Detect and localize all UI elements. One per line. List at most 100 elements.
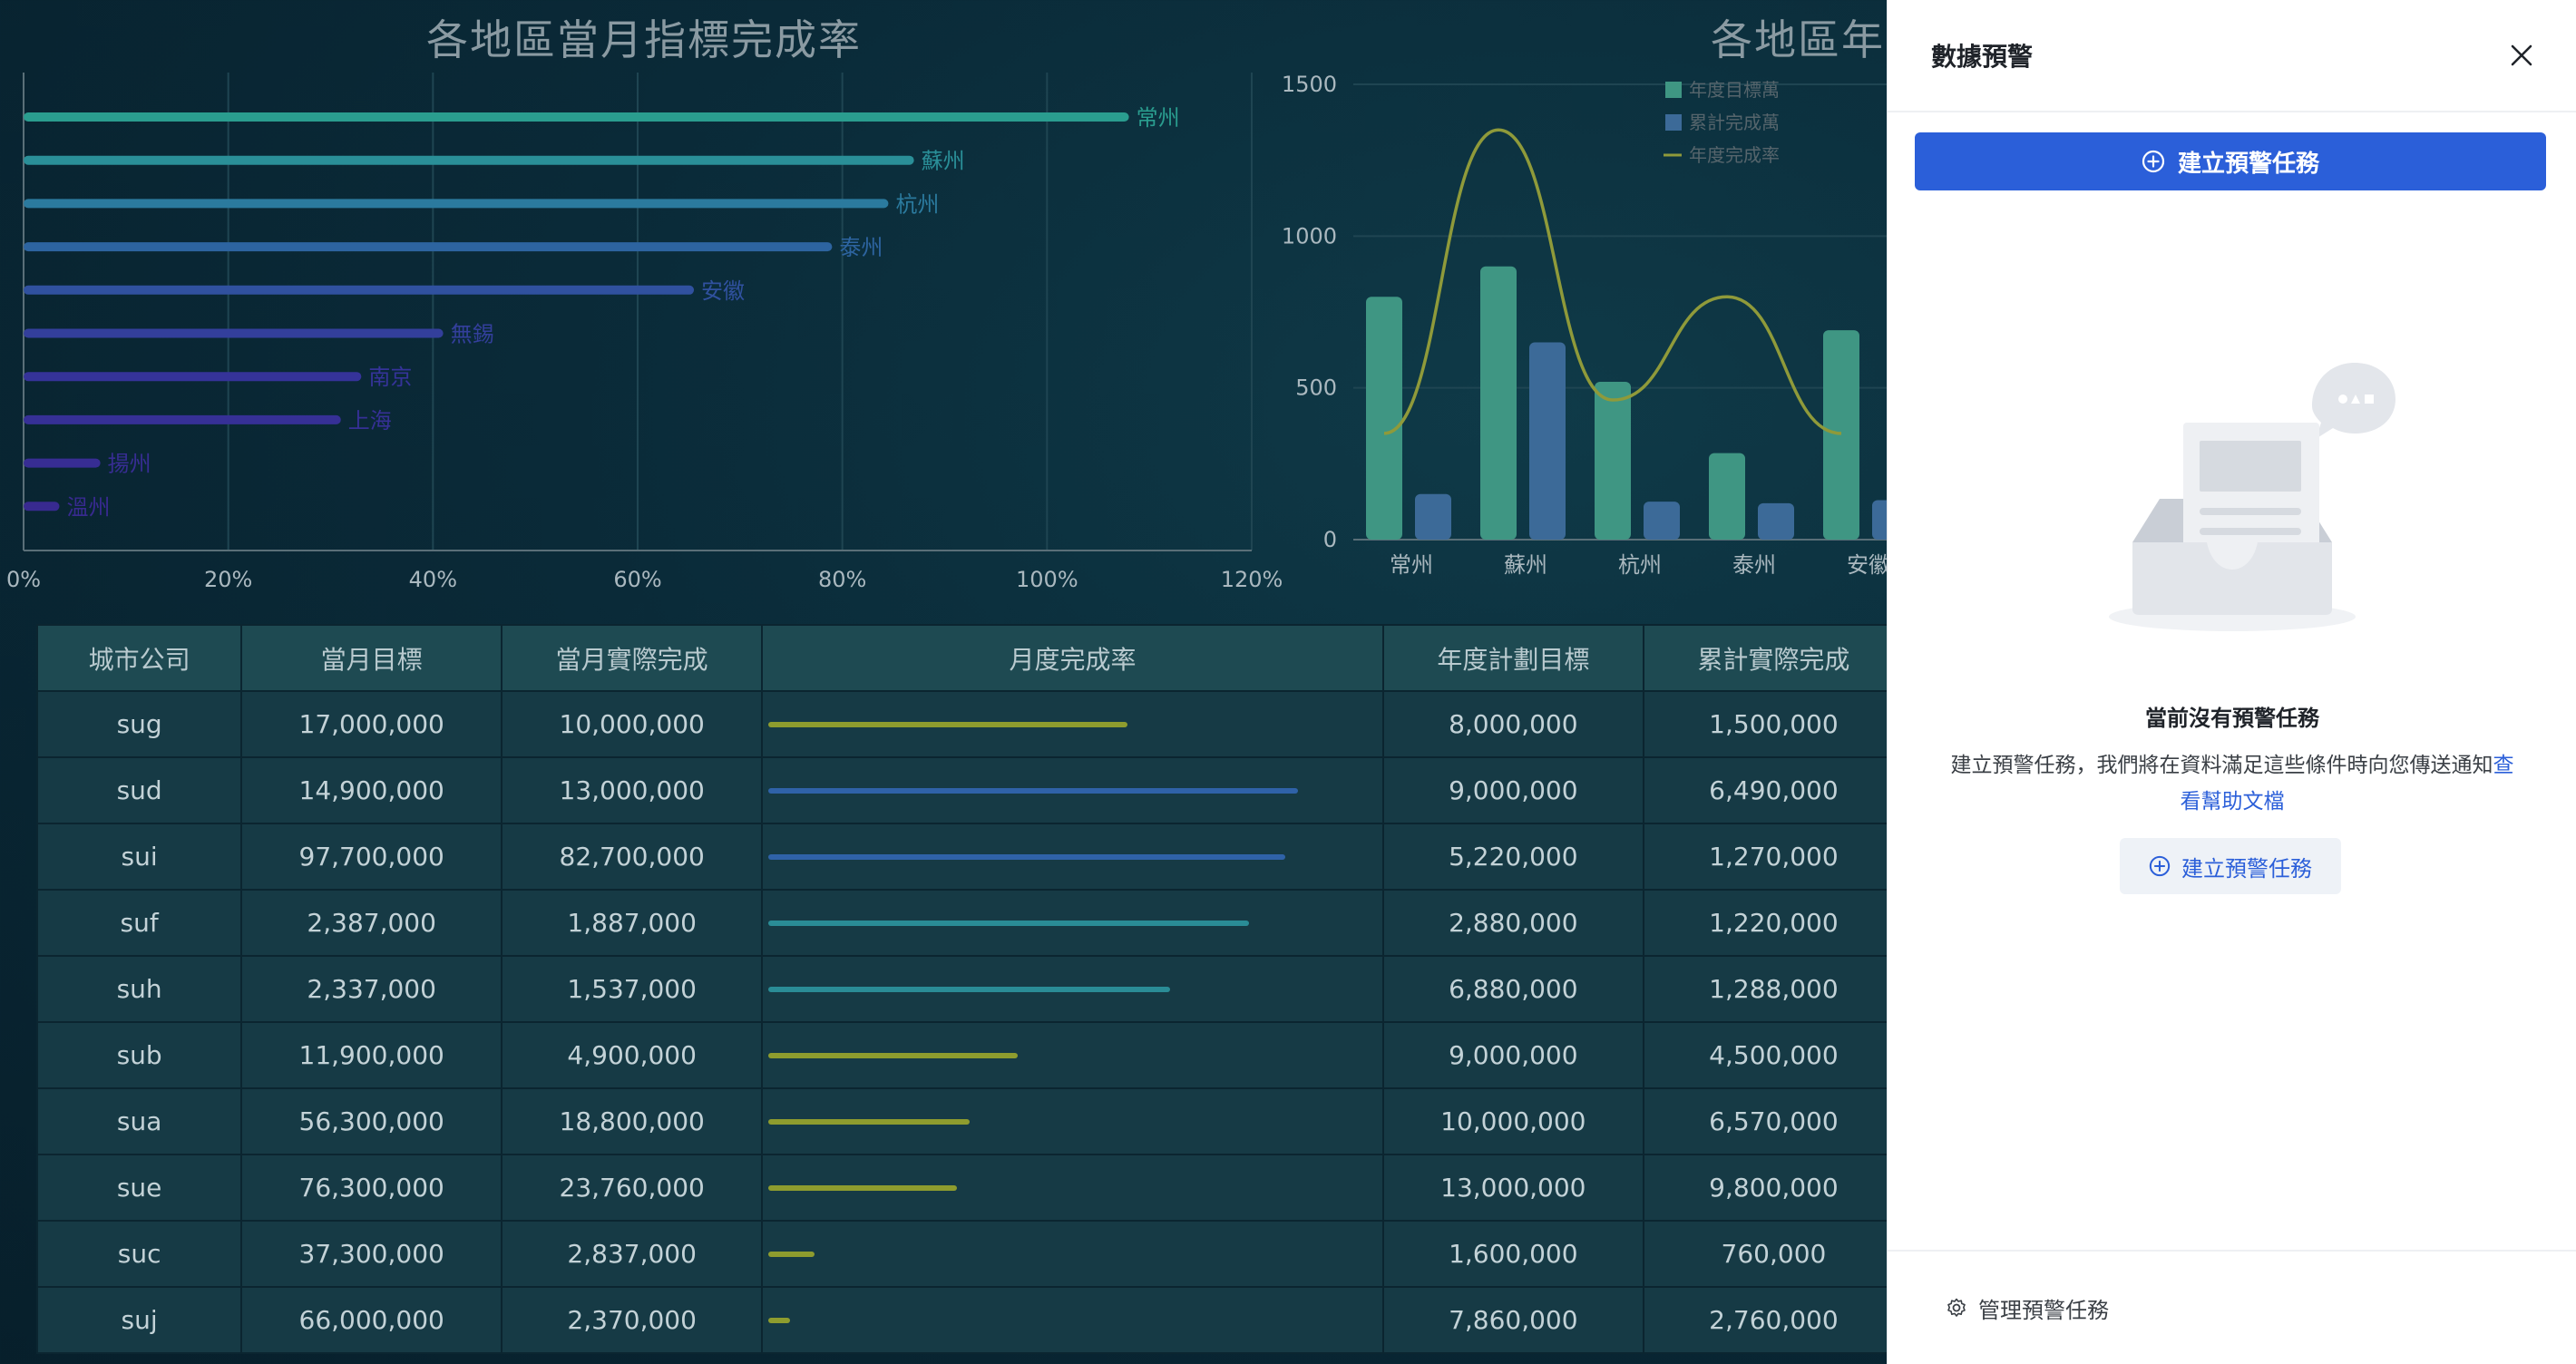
x-tick-label: 蘇州	[1504, 552, 1547, 578]
bar-年度目標萬-泰州	[1709, 453, 1745, 540]
cell-annual: 2,880,000	[1381, 889, 1644, 957]
cell-annual: 5,220,000	[1381, 823, 1644, 891]
close-button[interactable]	[2503, 37, 2540, 73]
cell-city: sue	[35, 1154, 243, 1222]
cell-actual: 1,887,000	[501, 889, 764, 957]
plus-circle-icon	[2149, 855, 2171, 877]
cell-target: 11,900,000	[240, 1021, 503, 1089]
column-header-city[interactable]: 城市公司	[35, 624, 243, 692]
cell-city: suj	[35, 1286, 243, 1354]
x-tick-label: 常州	[1390, 552, 1433, 578]
column-header-annual-target[interactable]: 年度計劃目標	[1381, 624, 1644, 692]
cell-actual: 10,000,000	[501, 690, 764, 758]
cell-city: sug	[35, 690, 243, 758]
cell-actual: 23,760,000	[501, 1154, 764, 1222]
x-tick-label: 20%	[204, 567, 252, 592]
cell-cumulative: 1,220,000	[1642, 889, 1887, 957]
completion-rate-chart-title: 各地區當月指標完成率	[426, 15, 862, 64]
bar-南京	[24, 372, 362, 382]
bar-累計完成萬-安徽	[1872, 500, 1887, 540]
x-tick-label: 0%	[6, 567, 41, 592]
cell-city: suc	[35, 1220, 243, 1288]
cell-actual: 82,700,000	[501, 823, 764, 891]
empty-state-title: 當前沒有預警任務	[2145, 706, 2319, 731]
table-row[interactable]: sub 11,900,000 4,900,000 9,000,000 4,500,000	[35, 1021, 1887, 1089]
x-tick-label: 120%	[1221, 567, 1283, 592]
table-row[interactable]: sua 56,300,000 18,800,000 10,000,000 6,570,0…	[35, 1087, 1887, 1155]
legend-label: 累計完成萬	[1689, 112, 1780, 133]
cell-cumulative: 9,800,000	[1642, 1154, 1887, 1222]
legend-swatch	[1665, 82, 1682, 98]
create-alert-button[interactable]: 建立預警任務	[1915, 132, 2546, 190]
table-row[interactable]: sug 17,000,000 10,000,000 8,000,000 1,500,00…	[35, 690, 1887, 758]
table-row[interactable]: suc 37,300,000 2,837,000 1,600,000 760,000	[35, 1220, 1887, 1288]
cell-actual: 4,900,000	[501, 1021, 764, 1089]
bar-label: 常州	[1137, 105, 1180, 131]
x-tick-label: 80%	[818, 567, 866, 592]
cell-annual: 13,000,000	[1381, 1154, 1644, 1222]
drawer-header: 數據預警	[1888, 0, 2576, 112]
legend-label: 年度目標萬	[1689, 79, 1780, 101]
cell-target: 56,300,000	[240, 1087, 503, 1155]
cell-city: suf	[35, 889, 243, 957]
table-row[interactable]: suh 2,337,000 1,537,000 6,880,000 1,288,000	[35, 955, 1887, 1023]
x-tick-label: 杭州	[1618, 552, 1662, 578]
x-tick-label: 安徽	[1847, 552, 1887, 578]
manage-alerts-button[interactable]: 管理預警任務	[1888, 1250, 2576, 1364]
empty-create-alert-button[interactable]: 建立預警任務	[2120, 838, 2341, 894]
column-header-cumulative[interactable]: 累計實際完成	[1642, 624, 1887, 692]
help-doc-link[interactable]: 查看幫助文檔	[2180, 754, 2514, 814]
cell-target: 76,300,000	[240, 1154, 503, 1222]
y-tick-label: 0	[1323, 527, 1337, 552]
cell-target: 14,900,000	[240, 756, 503, 824]
table-row[interactable]: suf 2,387,000 1,887,000 2,880,000 1,220,000	[35, 889, 1887, 957]
cell-target: 17,000,000	[240, 690, 503, 758]
table-row[interactable]: sud 14,900,000 13,000,000 9,000,000 6,490,00…	[35, 756, 1887, 824]
y-tick-label: 1000	[1282, 223, 1337, 248]
rate-bar	[768, 1052, 1019, 1058]
table-row[interactable]: suj 66,000,000 2,370,000 7,860,000 2,760,000	[35, 1286, 1887, 1354]
bar-label: 南京	[368, 365, 412, 390]
table-row[interactable]: sui 97,700,000 82,700,000 5,220,000 1,270,00…	[35, 823, 1887, 891]
bar-label: 安徽	[701, 278, 745, 304]
cell-city: sud	[35, 756, 243, 824]
cell-target: 2,337,000	[240, 955, 503, 1023]
data-alert-drawer: 數據預警 建立預警任務 當前沒有預警任務 建立預警任務，我們將在資料滿足這些條件…	[1887, 0, 2576, 1364]
cell-rate	[761, 889, 1384, 957]
rate-bar	[768, 1251, 815, 1257]
rate-bar	[768, 1118, 970, 1125]
cell-cumulative: 1,288,000	[1642, 955, 1887, 1023]
bar-累計完成萬-蘇州	[1529, 342, 1566, 540]
cell-rate	[761, 756, 1384, 824]
completion-rate-bar-chart: 0% 20% 40% 60% 80% 100% 120% 常州蘇州杭州泰州安徽無錫南京上海揚州…	[6, 73, 1283, 592]
cell-cumulative: 6,570,000	[1642, 1087, 1887, 1155]
bar-杭州	[24, 199, 889, 209]
cell-actual: 2,370,000	[501, 1286, 764, 1354]
bar-溫州	[24, 502, 60, 512]
bar-label: 蘇州	[922, 149, 965, 174]
cell-rate	[761, 1220, 1384, 1288]
column-header-monthly-rate[interactable]: 月度完成率	[761, 624, 1384, 692]
bar-累計完成萬-常州	[1415, 493, 1451, 540]
rate-bar	[768, 1184, 958, 1191]
table-row[interactable]: sue 76,300,000 23,760,000 13,000,000 9,800,0…	[35, 1154, 1887, 1222]
cell-annual: 7,860,000	[1381, 1286, 1644, 1354]
city-table-wrapper: 城市公司 當月目標 當月實際完成 月度完成率 年度計劃目標 累計實際完成 sug…	[35, 624, 1887, 1354]
cell-annual: 6,880,000	[1381, 955, 1644, 1023]
bar-label: 泰州	[839, 235, 883, 260]
bar-年度目標萬-蘇州	[1480, 266, 1517, 540]
manage-alerts-label: 管理預警任務	[1978, 1297, 2109, 1323]
bar-上海	[24, 414, 341, 424]
x-tick-label: 40%	[409, 567, 457, 592]
close-icon	[2511, 44, 2532, 66]
cell-annual: 10,000,000	[1381, 1087, 1644, 1155]
cell-actual: 13,000,000	[501, 756, 764, 824]
cell-target: 66,000,000	[240, 1286, 503, 1354]
cell-target: 37,300,000	[240, 1220, 503, 1288]
bar-label: 無錫	[451, 322, 494, 347]
bar-蘇州	[24, 155, 914, 165]
column-header-monthly-target[interactable]: 當月目標	[240, 624, 503, 692]
bar-累計完成萬-泰州	[1758, 502, 1794, 540]
cell-target: 97,700,000	[240, 823, 503, 891]
column-header-monthly-actual[interactable]: 當月實際完成	[501, 624, 764, 692]
